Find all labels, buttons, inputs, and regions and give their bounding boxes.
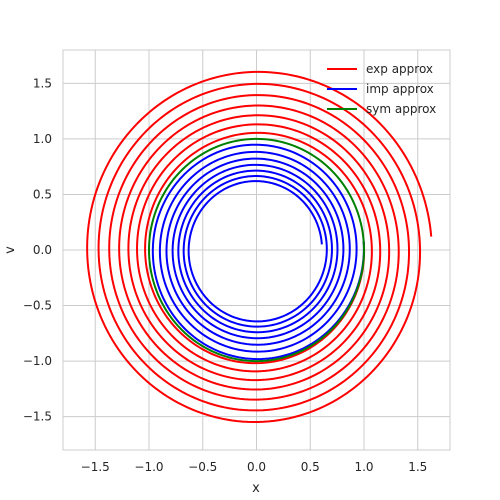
x-tick-label: 1.5 bbox=[408, 460, 427, 474]
y-axis-label: v bbox=[3, 246, 18, 254]
x-tick-label: 0.5 bbox=[301, 460, 320, 474]
y-tick-label: 1.0 bbox=[33, 132, 52, 146]
x-tick-label: −0.5 bbox=[188, 460, 217, 474]
legend-label: imp approx bbox=[366, 82, 434, 96]
x-tick-label: 1.0 bbox=[354, 460, 373, 474]
legend-label: sym approx bbox=[366, 102, 436, 116]
y-tick-label: 1.5 bbox=[33, 76, 52, 90]
series-lines bbox=[86, 70, 433, 424]
y-tick-labels: −1.5 −1.0 −0.5 0.0 0.5 1.0 1.5 bbox=[23, 76, 52, 423]
y-tick-label: 0.5 bbox=[33, 187, 52, 201]
legend-label: exp approx bbox=[366, 62, 433, 76]
series-line-sym-approx bbox=[147, 137, 366, 363]
x-tick-label: 0.0 bbox=[247, 460, 266, 474]
series-line-exp-approx bbox=[86, 70, 433, 424]
series-line-imp-approx bbox=[151, 143, 365, 361]
x-tick-label: −1.0 bbox=[134, 460, 163, 474]
x-axis-label: x bbox=[252, 481, 260, 496]
y-tick-label: 0.0 bbox=[33, 243, 52, 257]
x-tick-label: −1.5 bbox=[81, 460, 110, 474]
legend: exp approx imp approx sym approx bbox=[327, 62, 436, 116]
y-tick-label: −1.5 bbox=[23, 410, 52, 424]
x-tick-labels: −1.5 −1.0 −0.5 0.0 0.5 1.0 1.5 bbox=[81, 460, 428, 474]
plot-area-frame bbox=[62, 49, 451, 451]
y-tick-label: −1.0 bbox=[23, 354, 52, 368]
y-tick-label: −0.5 bbox=[23, 299, 52, 313]
